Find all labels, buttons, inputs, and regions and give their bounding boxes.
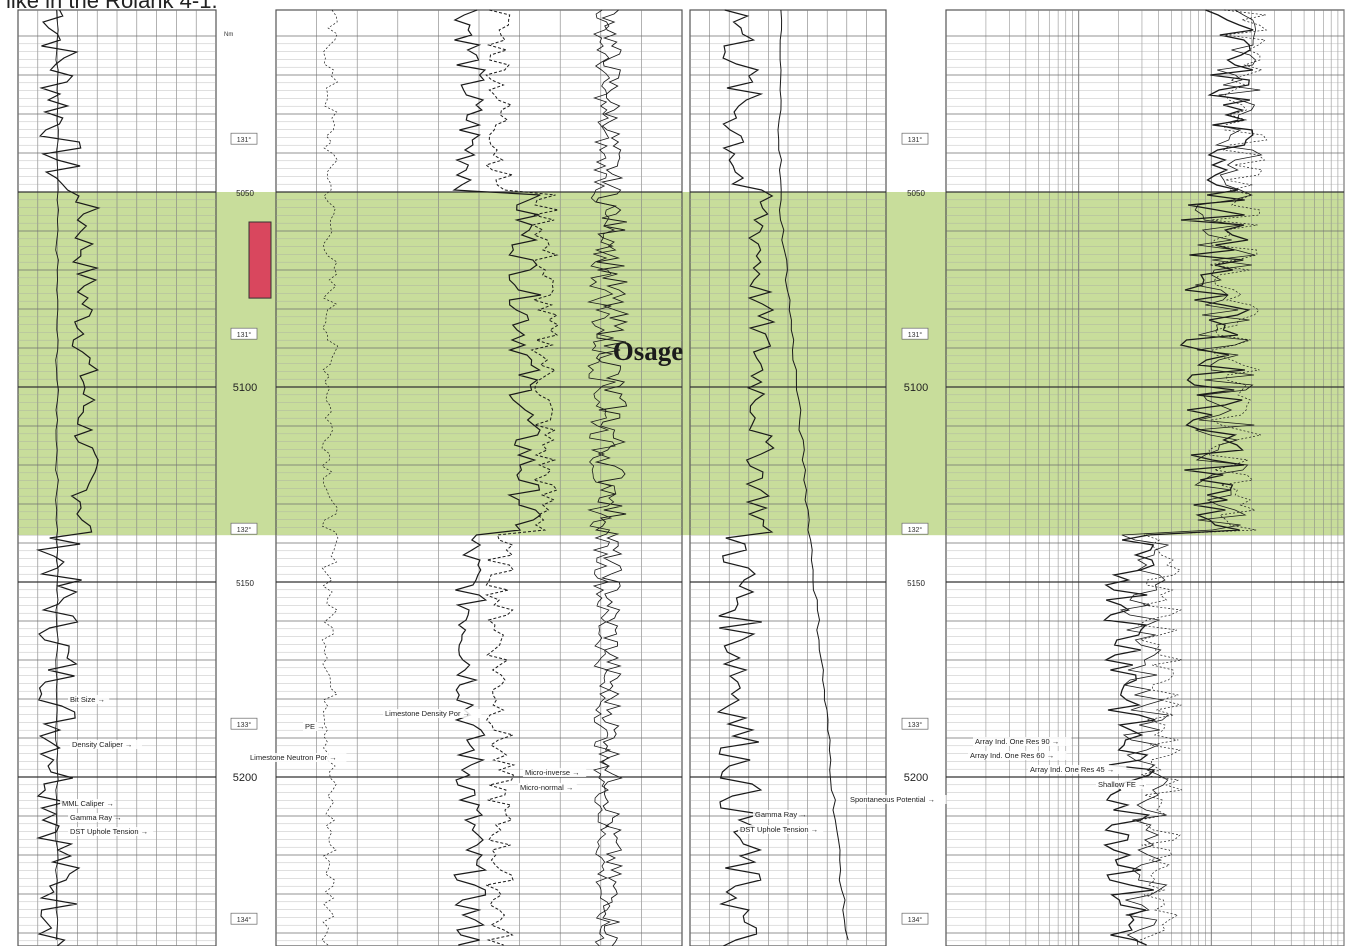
depth-label: 5150 <box>907 579 925 588</box>
time-tag: 134° <box>237 916 252 924</box>
micro-normal-curve <box>594 9 630 946</box>
gamma-ray-curve <box>35 9 101 946</box>
curve-label: Limestone Neutron Por → <box>250 753 337 762</box>
log-grid <box>17 9 1345 946</box>
depth-track-left: Nm 5050 5100 5150 5200 131° 131° 132° 133° 134° <box>224 32 258 925</box>
time-tag: 131° <box>908 136 923 144</box>
curve-label: Micro-normal → <box>520 783 573 792</box>
curve-label-bg <box>60 799 115 808</box>
time-tag: 133° <box>237 721 252 729</box>
res-medium-curve <box>1119 9 1263 946</box>
time-tag-box <box>230 912 258 925</box>
sp-gamma-curve <box>716 9 776 946</box>
depth-label: 5100 <box>233 382 257 394</box>
neutron-por-curve <box>484 9 560 946</box>
curve-label: DST Uphole Tension → <box>740 825 818 834</box>
time-tag-box <box>901 522 929 535</box>
curve-label-bg <box>70 740 142 749</box>
depth-label: 5050 <box>907 189 925 198</box>
formation-label: Osage <box>613 336 684 366</box>
sp-curve <box>777 9 849 941</box>
curve-label-bg <box>738 825 824 834</box>
density-por-curve <box>452 9 542 946</box>
curve-label: Gamma Ray → <box>755 810 807 819</box>
curve-label-bg <box>1028 765 1127 774</box>
curve-label-bg <box>303 722 318 731</box>
sample-marker <box>248 221 272 299</box>
curve-label: Micro-inverse → <box>525 768 580 777</box>
depth-label: 5200 <box>904 772 928 784</box>
depth-label: 5150 <box>236 579 254 588</box>
time-tag: 133° <box>908 721 923 729</box>
curve-label-bg <box>68 813 114 822</box>
curve-label: Spontaneous Potential → <box>850 795 935 804</box>
time-tag: 132° <box>908 526 923 534</box>
micro-inverse-curve <box>587 9 617 946</box>
depth-track-right: 5050 5100 5150 5200 131° 131° 132° 133° 134° <box>901 132 929 925</box>
curve-label-bg <box>68 827 154 836</box>
curve-label: Array Ind. One Res 60 → <box>970 751 1054 760</box>
curve-label: Gamma Ray → <box>70 813 122 822</box>
curve-label: Shallow FE → <box>1098 780 1146 789</box>
track-grid-3 <box>689 9 887 946</box>
curve-labels: Bit Size → Density Caliper → MML Caliper →… <box>60 695 1146 836</box>
curve-label: Array Ind. One Res 90 → <box>975 737 1059 746</box>
caliper-curve <box>55 9 59 941</box>
time-tag: 131° <box>237 331 252 339</box>
time-tag: 132° <box>237 526 252 534</box>
depth-header: Nm <box>224 32 233 38</box>
curve-label: Density Caliper → <box>72 740 132 749</box>
curve-label-bg <box>248 753 347 762</box>
track-grid-4 <box>945 9 1345 946</box>
curve-label: MML Caliper → <box>62 799 114 808</box>
pe-curve <box>321 9 339 946</box>
curve-label-bg <box>1096 780 1146 789</box>
time-tag-box <box>230 327 258 340</box>
curve-label: PE → <box>305 722 325 731</box>
curve-label-bg <box>968 751 1067 760</box>
curve-label-bg <box>753 810 799 819</box>
time-tag-box <box>230 132 258 145</box>
time-tag-box <box>901 912 929 925</box>
time-tag: 131° <box>237 136 252 144</box>
curve-label-bg <box>973 737 1072 746</box>
time-tag-box <box>230 717 258 730</box>
curve-label: Bit Size → <box>70 695 105 704</box>
curve-label-bg <box>68 695 110 704</box>
depth-label: 5200 <box>233 772 257 784</box>
curve-label: Array Ind. One Res 45 → <box>1030 765 1114 774</box>
time-tag: 134° <box>908 916 923 924</box>
curve-label-bg <box>523 768 587 777</box>
depth-label: 5050 <box>236 189 254 198</box>
curve-label-bg <box>518 783 577 792</box>
curve-label-bg <box>383 709 482 718</box>
time-tag-box <box>230 522 258 535</box>
time-tag-box <box>901 717 929 730</box>
depth-label: 5100 <box>904 382 928 394</box>
curve-label-bg <box>848 795 947 804</box>
curve-label: Limestone Density Por → <box>385 709 470 718</box>
curve-label: DST Uphole Tension → <box>70 827 148 836</box>
time-tag-box <box>901 132 929 145</box>
res-deep-curve <box>1103 9 1254 946</box>
time-tag-box <box>901 327 929 340</box>
time-tag: 131° <box>908 331 923 339</box>
log-curves <box>35 9 1268 946</box>
